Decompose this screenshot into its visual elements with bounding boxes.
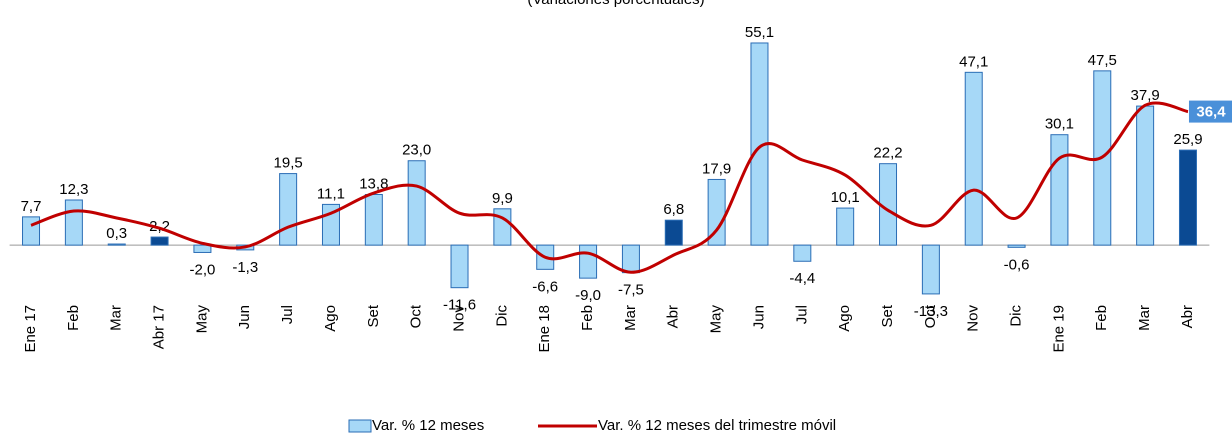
x-tick-label: Feb: [579, 305, 596, 331]
x-tick-label: Feb: [1093, 305, 1110, 331]
data-label: 25,9: [1173, 131, 1202, 148]
x-tick-label: Jun: [750, 305, 767, 329]
data-label: -0,6: [1004, 256, 1030, 273]
bar: [1007, 244, 1026, 248]
bar: [1050, 134, 1069, 246]
x-tick-label: Oct: [408, 304, 425, 328]
x-tick-label: Set: [365, 304, 382, 327]
legend-swatch: [348, 419, 372, 433]
data-label: 0,3: [106, 225, 127, 242]
legend-label: Var. % 12 meses: [372, 417, 484, 434]
data-label: -4,4: [789, 270, 815, 287]
x-tick-label: Nov: [450, 305, 467, 332]
x-tick-label: Ene 19: [1050, 305, 1067, 353]
data-label: 47,5: [1088, 52, 1117, 69]
data-label: 36,4: [1196, 104, 1226, 121]
x-tick-label: Ene 18: [536, 305, 553, 353]
x-tick-label: Jun: [236, 305, 253, 329]
x-tick-label: Abr 17: [151, 305, 168, 349]
data-label: 7,7: [21, 198, 42, 215]
x-tick-label: Ago: [322, 305, 339, 332]
data-label: 22,2: [873, 145, 902, 162]
x-tick-label: Abr: [665, 305, 682, 328]
x-tick-label: Mar: [1136, 305, 1153, 331]
bar: [621, 244, 640, 274]
bar: [793, 244, 812, 262]
bar: [664, 219, 683, 246]
bar: [150, 236, 169, 246]
chart-subtitle: (Variaciones porcentuales): [527, 0, 704, 8]
data-label: 17,9: [702, 160, 731, 177]
bar: [493, 208, 512, 246]
x-tick-label: May: [193, 305, 210, 334]
x-tick-label: Nov: [965, 305, 982, 332]
data-label: 9,9: [492, 190, 513, 207]
bar: [1178, 149, 1197, 246]
x-tick-label: May: [708, 305, 725, 334]
bar: [64, 199, 83, 246]
x-tick-label: Ago: [836, 305, 853, 332]
x-tick-label: Jul: [279, 305, 296, 324]
data-label: 37,9: [1131, 87, 1160, 104]
bar: [279, 173, 298, 246]
x-tick-label: Dic: [493, 305, 510, 327]
data-label: 6,8: [663, 201, 684, 218]
bar: [193, 244, 212, 253]
bar: [407, 160, 426, 246]
data-label: 11,1: [317, 185, 345, 202]
label-box: [1188, 100, 1232, 123]
data-label: -2,0: [189, 261, 215, 278]
x-tick-label: Mar: [622, 305, 639, 331]
data-label: 19,5: [274, 155, 303, 172]
x-tick-label: Ene 17: [22, 305, 39, 353]
x-tick-label: Abr: [1179, 305, 1196, 328]
data-label: 10,1: [831, 189, 860, 206]
x-tick-label: Oct: [922, 304, 939, 328]
x-tick-label: Set: [879, 304, 896, 327]
data-label: -7,5: [618, 282, 644, 299]
x-tick-label: Jul: [793, 305, 810, 324]
bar: [107, 243, 126, 246]
data-label: 47,1: [959, 53, 988, 70]
bar: [921, 244, 940, 295]
data-label: -6,6: [532, 278, 558, 295]
data-label: 30,1: [1045, 116, 1074, 133]
bar: [364, 193, 383, 246]
bar: [579, 244, 598, 279]
line: [30, 101, 1189, 274]
data-label: 12,3: [59, 181, 88, 198]
data-label: -13,3: [914, 303, 948, 320]
data-label: 55,1: [745, 24, 774, 41]
x-tick-label: Mar: [108, 305, 125, 331]
data-label: 13,8: [359, 175, 388, 192]
bar: [964, 71, 983, 246]
x-tick-label: Feb: [65, 305, 82, 331]
bar: [1136, 105, 1155, 246]
data-label: -1,3: [232, 259, 258, 276]
data-label: -9,0: [575, 287, 601, 304]
data-label: -11,6: [443, 297, 476, 314]
x-tick-label: Dic: [1008, 305, 1025, 327]
bar: [450, 244, 469, 289]
legend-label: Var. % 12 meses del trimestre móvil: [598, 417, 836, 434]
data-label: 23,0: [402, 142, 431, 159]
bar: [22, 216, 41, 246]
bar: [836, 207, 855, 246]
